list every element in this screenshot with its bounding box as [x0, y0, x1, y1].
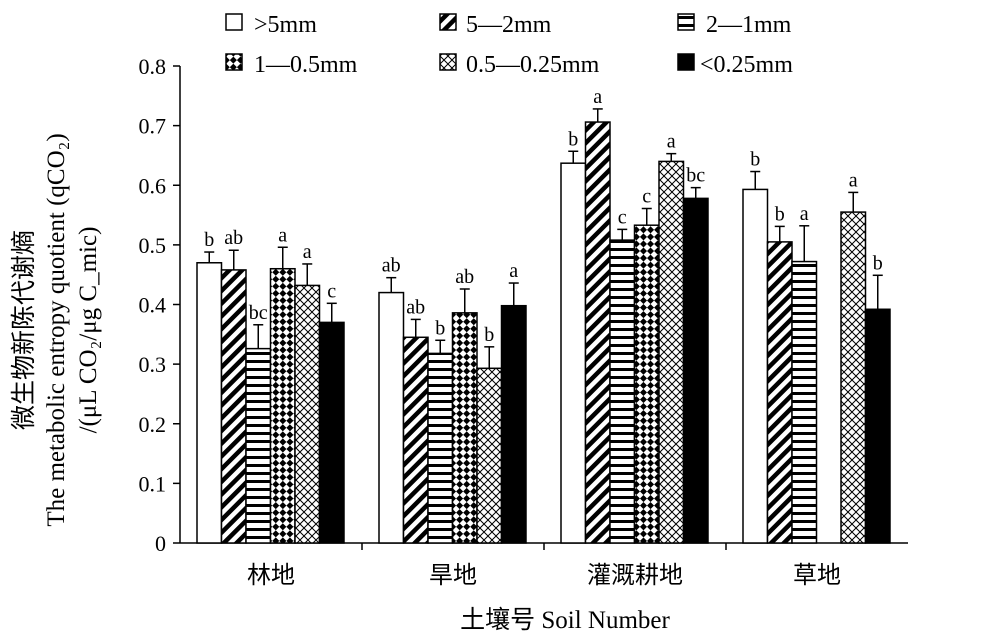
y-axis-title-en-2: /(μL CO₂/μg C_mic)	[75, 227, 102, 434]
significance-label: bc	[249, 302, 268, 324]
bar	[269, 267, 296, 544]
y-axis-title-en-1: The metabolic entropy quotient (qCO₂)	[43, 133, 70, 526]
bar	[791, 260, 818, 544]
y-tick-label: 0.5	[139, 233, 167, 258]
x-ticks: 林地 旱地 灌溉耕地 草地	[247, 543, 841, 589]
bar	[766, 241, 793, 544]
significance-label: ab	[406, 296, 425, 318]
legend-swatch	[677, 13, 695, 31]
significance-label: a	[849, 169, 858, 191]
legend-swatch	[677, 53, 695, 71]
significance-label: ab	[455, 266, 474, 288]
bar	[584, 121, 611, 544]
significance-label: b	[873, 252, 883, 274]
bar	[742, 188, 769, 544]
legend-label: 0.5—0.25mm	[466, 52, 600, 78]
bar	[864, 308, 891, 544]
significance-label: b	[750, 149, 760, 171]
significance-label: a	[303, 241, 312, 263]
y-tick-label: 0.2	[139, 412, 167, 437]
bar	[500, 304, 527, 544]
y-tick-label: 0.3	[139, 352, 167, 377]
bar	[402, 336, 429, 544]
y-tick-label: 0.8	[139, 54, 167, 79]
legend-item: <0.25mm	[677, 52, 793, 78]
bar	[560, 162, 587, 544]
y-ticks: 0 0.1 0.2 0.3 0.4 0.5 0.6 0.7 0.8	[139, 54, 180, 556]
significance-label: a	[509, 260, 518, 282]
x-tick-label: 灌溉耕地	[587, 562, 683, 589]
x-axis-title: 土壤号 Soil Number	[460, 606, 670, 634]
x-tick-label: 草地	[793, 562, 841, 589]
bar	[840, 211, 867, 544]
significance-label: ab	[382, 255, 401, 277]
bar	[451, 312, 478, 544]
x-tick-label: 林地	[247, 562, 295, 589]
y-axis-title: 微生物新陈代谢熵 The metabolic entropy quotient …	[10, 133, 102, 526]
significance-label: b	[568, 128, 578, 150]
legend-swatch	[225, 53, 243, 71]
significance-label: a	[593, 86, 602, 108]
bar	[294, 284, 321, 544]
bar	[609, 239, 636, 544]
significance-label: b	[204, 229, 214, 251]
significance-label: b	[435, 317, 445, 339]
legend-item: 1—0.5mm	[225, 52, 358, 78]
legend-item: 0.5—0.25mm	[439, 52, 600, 78]
y-tick-label: 0.4	[139, 293, 167, 318]
significance-label: a	[667, 131, 676, 153]
bar	[658, 160, 685, 544]
legend-item: 5—2mm	[439, 12, 552, 38]
significance-label: b	[775, 203, 785, 225]
legend-swatch	[439, 53, 457, 71]
y-tick-label: 0.7	[139, 114, 167, 139]
significance-label: c	[618, 206, 627, 228]
significance-label: ab	[224, 227, 243, 249]
significance-label: c	[327, 280, 336, 302]
legend-item: >5mm	[225, 12, 317, 38]
bar	[476, 367, 503, 544]
legend: >5mm 5—2mm 2—1mm 1—0.5mm 0.5—0.25mm <0.2…	[225, 12, 793, 78]
legend-label: 5—2mm	[466, 12, 552, 38]
legend-item: 2—1mm	[677, 12, 792, 38]
bar	[378, 291, 405, 544]
legend-swatch	[225, 13, 243, 31]
x-tick-label: 旱地	[429, 562, 477, 589]
legend-swatch	[439, 13, 457, 31]
bar	[318, 321, 345, 544]
bar	[427, 352, 454, 544]
bar	[196, 262, 223, 544]
legend-label: 1—0.5mm	[254, 52, 358, 78]
significance-label: bc	[686, 165, 705, 187]
y-tick-label: 0	[155, 531, 166, 556]
significance-label: a	[800, 203, 809, 225]
significance-label: b	[484, 324, 494, 346]
y-tick-label: 0.1	[139, 471, 167, 496]
bar	[633, 224, 660, 544]
bar	[220, 269, 247, 544]
y-tick-label: 0.6	[139, 173, 167, 198]
bar	[245, 347, 272, 544]
legend-label: 2—1mm	[706, 12, 792, 38]
bar	[682, 197, 709, 544]
legend-label: <0.25mm	[700, 52, 793, 78]
y-axis-title-cn: 微生物新陈代谢熵	[10, 230, 38, 430]
significance-label: c	[642, 186, 651, 208]
legend-label: >5mm	[254, 12, 317, 38]
significance-label: a	[278, 224, 287, 246]
